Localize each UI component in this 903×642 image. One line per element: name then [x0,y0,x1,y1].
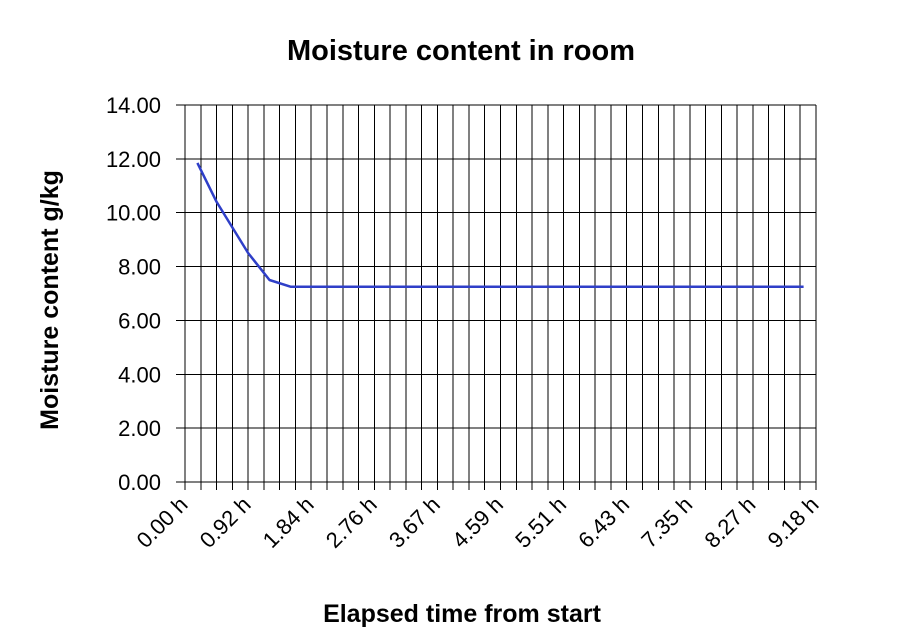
x-tick-label: 4.59 h [447,492,508,553]
x-axis-title: Elapsed time from start [323,600,602,628]
x-tick-label: 0.92 h [195,492,256,553]
x-tick-label: 9.18 h [763,492,824,553]
y-axis-title: Moisture content g/kg [36,170,64,430]
x-tick-label: 0.00 h [132,492,193,553]
series-layer [196,162,804,289]
y-tick-label: 14.00 [106,93,161,118]
y-axis-ticks: 0.00 2.00 4.00 6.00 8.00 10.00 12.00 14.00 [106,93,161,495]
x-tick-label: 3.67 h [384,492,445,553]
y-tick-label: 0.00 [118,470,161,495]
x-tick-label: 6.43 h [573,492,634,553]
y-tick-label: 4.00 [118,362,161,387]
chart-title: Moisture content in room [287,35,635,67]
y-tick-label: 6.00 [118,308,161,333]
y-tick-label: 12.00 [106,147,161,172]
plot-grid [176,104,817,490]
y-tick-label: 2.00 [118,416,161,441]
y-tick-label: 10.00 [106,201,161,226]
x-tick-label: 1.84 h [258,492,319,553]
x-tick-label: 7.35 h [636,492,697,553]
series-line-0 [196,162,804,289]
y-tick-label: 8.00 [118,255,161,280]
x-tick-label: 5.51 h [510,492,571,553]
x-tick-label: 8.27 h [700,492,761,553]
x-tick-label: 2.76 h [321,492,382,553]
x-axis-ticks: 0.00 h 0.92 h 1.84 h 2.76 h 3.67 h 4.59 h 5.51… [132,492,824,553]
